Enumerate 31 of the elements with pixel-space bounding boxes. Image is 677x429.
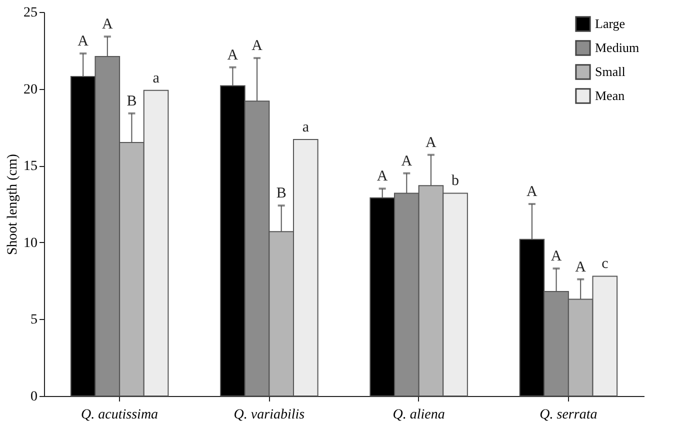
y-tick-label: 25 [24, 6, 38, 20]
y-axis-title: Shoot length (cm) [6, 154, 20, 256]
annotation: A [102, 16, 113, 33]
legend-label: Small [595, 64, 626, 79]
annotation: b [452, 173, 460, 190]
annotation: A [550, 248, 562, 265]
y-tick-label: 5 [30, 312, 38, 328]
legend-label: Large [595, 16, 626, 31]
annotation: A [401, 153, 412, 170]
x-tick-label: Q. acutissima [81, 408, 158, 422]
annotation: A [78, 33, 89, 50]
annotation: A [227, 47, 238, 64]
y-tick-label: 15 [24, 159, 38, 174]
x-tick-label: Q. serrata [540, 408, 598, 422]
annotation: A [575, 259, 586, 276]
annotation: c [602, 256, 609, 272]
annotation: B [276, 186, 286, 202]
annotation: A [252, 38, 263, 54]
legend-label: Mean [595, 88, 626, 103]
annotation: A [376, 168, 388, 185]
annotation: A [426, 134, 437, 151]
y-tick-label: 10 [24, 236, 38, 251]
x-tick-label: Q. variabilis [234, 408, 306, 422]
annotation: a [302, 119, 310, 136]
annotation: A [526, 184, 538, 200]
y-tick-label: 0 [30, 390, 38, 404]
y-tick-label: 20 [24, 82, 38, 98]
x-tick-label: Q. aliena [392, 408, 445, 422]
legend-label: Medium [595, 40, 640, 55]
annotation: B [126, 93, 137, 110]
annotation: a [152, 70, 160, 86]
